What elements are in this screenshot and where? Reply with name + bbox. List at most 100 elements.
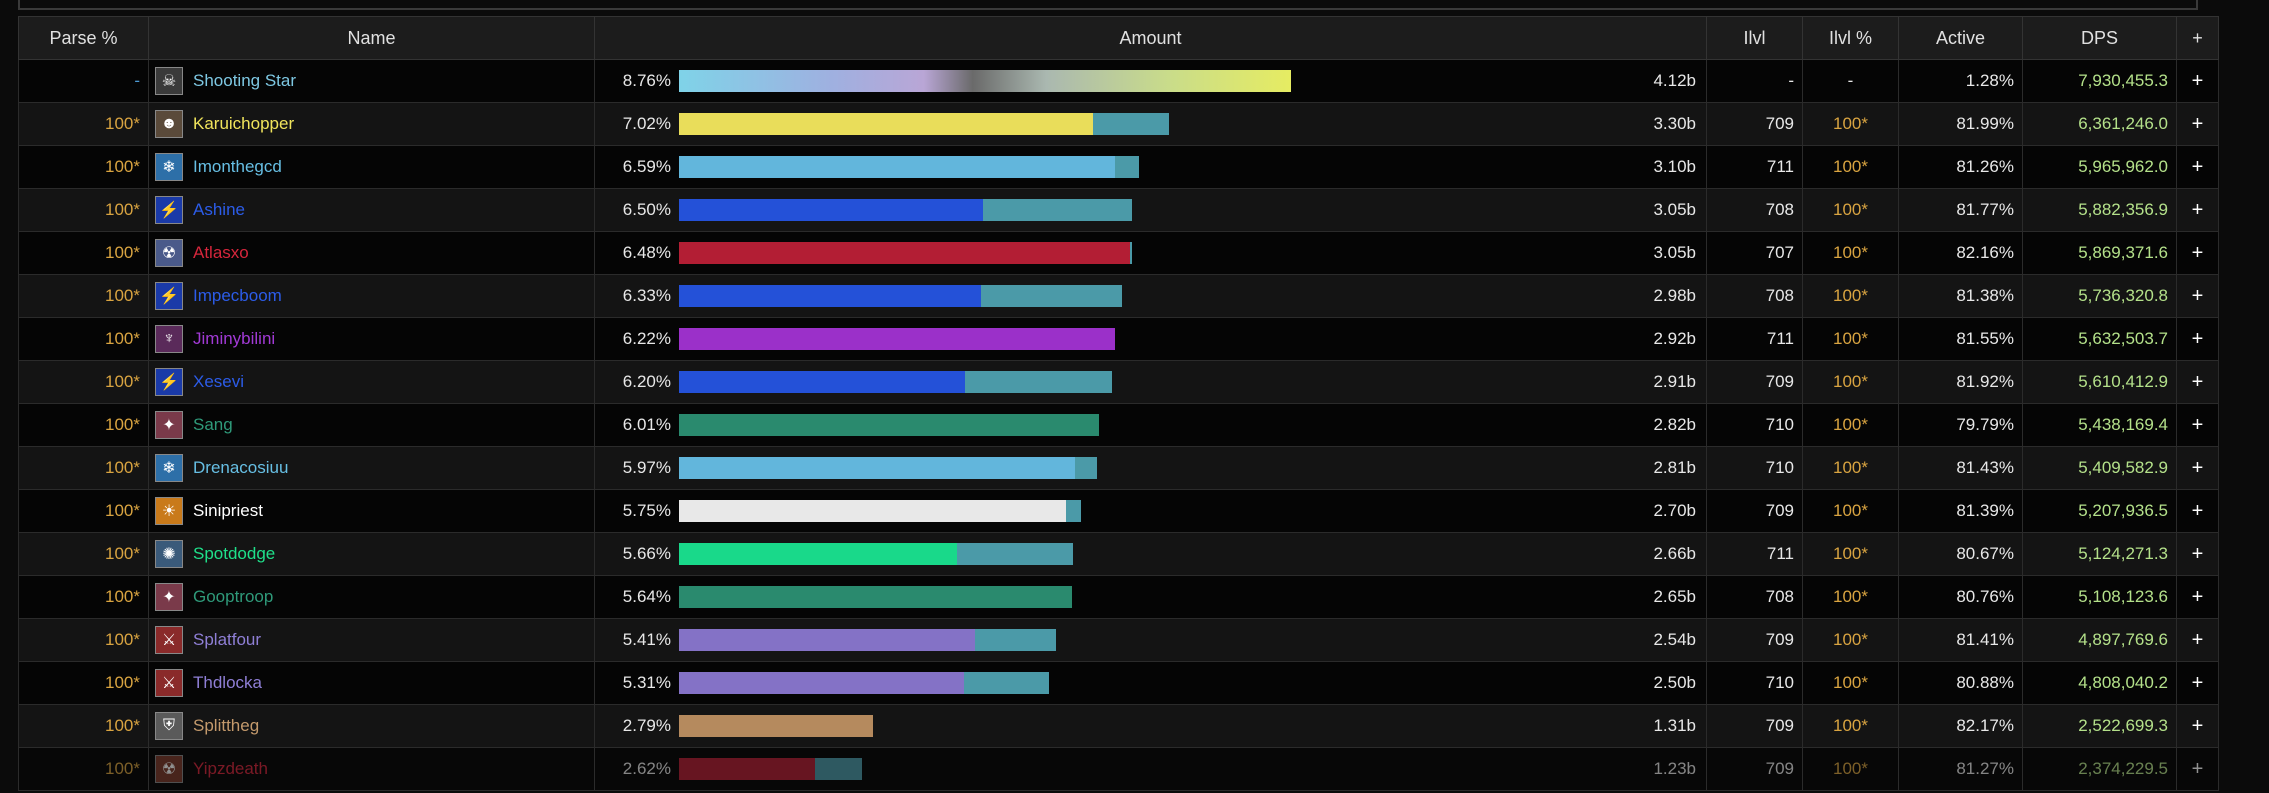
col-header-parse[interactable]: Parse % — [18, 16, 149, 60]
dps-value: 5,438,169.4 — [2022, 403, 2177, 447]
table-row[interactable]: 100* ⚡ Impecboom 6.33% 2.98b 708 100* 81… — [18, 274, 2219, 318]
table-row[interactable]: 100* ❄ Imonthegcd 6.59% 3.10b 711 100* 8… — [18, 145, 2219, 189]
name-cell[interactable]: ☠ Shooting Star — [148, 59, 595, 103]
expand-row-button[interactable]: + — [2176, 231, 2219, 275]
player-name[interactable]: Imonthegcd — [193, 157, 282, 176]
name-cell[interactable]: ⚔ Splatfour — [148, 618, 595, 662]
player-name[interactable]: Splatfour — [193, 630, 262, 649]
name-cell[interactable]: ⚡ Xesevi — [148, 360, 595, 404]
dps-value: 2,374,229.5 — [2022, 747, 2177, 791]
amount-percent: 7.02% — [622, 114, 671, 133]
col-header-ilvl-pct[interactable]: Ilvl % — [1802, 16, 1899, 60]
amount-value: 2.50b — [1653, 673, 1696, 692]
table-row[interactable]: 100* ✺ Spotdodge 5.66% 2.66b 711 100* 80… — [18, 532, 2219, 576]
player-name[interactable]: Drenacosiuu — [193, 458, 289, 477]
expand-row-button[interactable]: + — [2176, 188, 2219, 232]
player-name[interactable]: Yipzdeath — [193, 759, 268, 778]
table-row[interactable]: 100* ⚔ Splatfour 5.41% 2.54b 709 100* 81… — [18, 618, 2219, 662]
damage-bar — [679, 113, 1559, 135]
active-percent: 81.55% — [1898, 317, 2023, 361]
dps-value: 5,965,962.0 — [2022, 145, 2177, 189]
player-name[interactable]: Splittheg — [193, 716, 260, 735]
table-row[interactable]: 100* ⚡ Ashine 6.50% 3.05b 708 100* 81.77… — [18, 188, 2219, 232]
col-header-expand-all[interactable]: + — [2176, 16, 2219, 60]
parse-percent: 100* — [18, 231, 149, 275]
player-name[interactable]: Sinipriest — [193, 501, 263, 520]
expand-row-button[interactable]: + — [2176, 661, 2219, 705]
damage-bar-primary — [679, 371, 965, 393]
table-row[interactable]: 100* ♆ Jiminybilini 6.22% 2.92b 711 100*… — [18, 317, 2219, 361]
damage-bar — [679, 285, 1559, 307]
name-cell[interactable]: ⛨ Splittheg — [148, 704, 595, 748]
table-row[interactable]: 100* ✦ Sang 6.01% 2.82b 710 100* 79.79% … — [18, 403, 2219, 447]
amount-wrap: 6.33% 2.98b — [603, 285, 1698, 307]
player-name[interactable]: Jiminybilini — [193, 329, 276, 348]
name-cell[interactable]: ✺ Spotdodge — [148, 532, 595, 576]
expand-row-button[interactable]: + — [2176, 489, 2219, 533]
table-row[interactable]: - ☠ Shooting Star 8.76% 4.12b - - 1.28% … — [18, 59, 2219, 103]
player-name[interactable]: Karuichopper — [193, 114, 295, 133]
table-row[interactable]: 100* ✦ Gooptroop 5.64% 2.65b 708 100* 80… — [18, 575, 2219, 619]
expand-row-button[interactable]: + — [2176, 145, 2219, 189]
name-cell[interactable]: ❄ Imonthegcd — [148, 145, 595, 189]
name-cell[interactable]: ☢ Yipzdeath — [148, 747, 595, 791]
expand-row-button[interactable]: + — [2176, 102, 2219, 146]
player-name[interactable]: Ashine — [193, 200, 245, 219]
damage-bar-primary — [679, 70, 1291, 92]
name-cell[interactable]: ☀ Sinipriest — [148, 489, 595, 533]
name-cell[interactable]: ⚡ Impecboom — [148, 274, 595, 318]
expand-row-button[interactable]: + — [2176, 274, 2219, 318]
table-row[interactable]: 100* ❄ Drenacosiuu 5.97% 2.81b 710 100* … — [18, 446, 2219, 490]
expand-row-button[interactable]: + — [2176, 403, 2219, 447]
name-cell[interactable]: ✦ Sang — [148, 403, 595, 447]
name-wrap: ☢ Atlasxo — [155, 239, 586, 267]
name-cell[interactable]: ⚡ Ashine — [148, 188, 595, 232]
table-row[interactable]: 100* ☀ Sinipriest 5.75% 2.70b 709 100* 8… — [18, 489, 2219, 533]
amount-wrap: 5.97% 2.81b — [603, 457, 1698, 479]
name-cell[interactable]: ♆ Jiminybilini — [148, 317, 595, 361]
expand-row-button[interactable]: + — [2176, 360, 2219, 404]
warlock-icon: ⚔ — [155, 626, 183, 654]
table-row[interactable]: 100* ☻ Karuichopper 7.02% 3.30b 709 100*… — [18, 102, 2219, 146]
table-row[interactable]: 100* ⚔ Thdlocka 5.31% 2.50b 710 100* 80.… — [18, 661, 2219, 705]
player-name[interactable]: Impecboom — [193, 286, 282, 305]
active-percent: 80.88% — [1898, 661, 2023, 705]
expand-row-button[interactable]: + — [2176, 575, 2219, 619]
expand-row-button[interactable]: + — [2176, 59, 2219, 103]
name-cell[interactable]: ☢ Atlasxo — [148, 231, 595, 275]
name-cell[interactable]: ⚔ Thdlocka — [148, 661, 595, 705]
expand-row-button[interactable]: + — [2176, 747, 2219, 791]
name-wrap: ☻ Karuichopper — [155, 110, 586, 138]
table-row[interactable]: 100* ⛨ Splittheg 2.79% 1.31b 709 100* 82… — [18, 704, 2219, 748]
player-name[interactable]: Xesevi — [193, 372, 245, 391]
player-name[interactable]: Gooptroop — [193, 587, 274, 606]
col-header-active[interactable]: Active — [1898, 16, 2023, 60]
player-name[interactable]: Thdlocka — [193, 673, 262, 692]
player-name[interactable]: Spotdodge — [193, 544, 276, 563]
table-row[interactable]: 100* ☢ Atlasxo 6.48% 3.05b 707 100* 82.1… — [18, 231, 2219, 275]
name-wrap: ⚔ Thdlocka — [155, 669, 586, 697]
name-wrap: ⚡ Ashine — [155, 196, 586, 224]
player-name[interactable]: Sang — [193, 415, 233, 434]
name-cell[interactable]: ✦ Gooptroop — [148, 575, 595, 619]
name-cell[interactable]: ❄ Drenacosiuu — [148, 446, 595, 490]
shaman-icon: ⚡ — [155, 196, 183, 224]
expand-row-button[interactable]: + — [2176, 704, 2219, 748]
expand-row-button[interactable]: + — [2176, 618, 2219, 662]
player-name[interactable]: Atlasxo — [193, 243, 249, 262]
col-header-dps[interactable]: DPS — [2022, 16, 2177, 60]
table-row[interactable]: 100* ☢ Yipzdeath 2.62% 1.23b 709 100* 81… — [18, 747, 2219, 791]
name-wrap: ⚡ Xesevi — [155, 368, 586, 396]
expand-row-button[interactable]: + — [2176, 317, 2219, 361]
active-percent: 81.26% — [1898, 145, 2023, 189]
player-name[interactable]: Shooting Star — [193, 71, 297, 90]
ilvl-percent: 100* — [1802, 231, 1899, 275]
ilvl-value: 708 — [1706, 575, 1803, 619]
name-cell[interactable]: ☻ Karuichopper — [148, 102, 595, 146]
expand-row-button[interactable]: + — [2176, 446, 2219, 490]
expand-row-button[interactable]: + — [2176, 532, 2219, 576]
col-header-amount[interactable]: Amount — [594, 16, 1707, 60]
col-header-name[interactable]: Name — [148, 16, 595, 60]
col-header-ilvl[interactable]: Ilvl — [1706, 16, 1803, 60]
table-row[interactable]: 100* ⚡ Xesevi 6.20% 2.91b 709 100* 81.92… — [18, 360, 2219, 404]
